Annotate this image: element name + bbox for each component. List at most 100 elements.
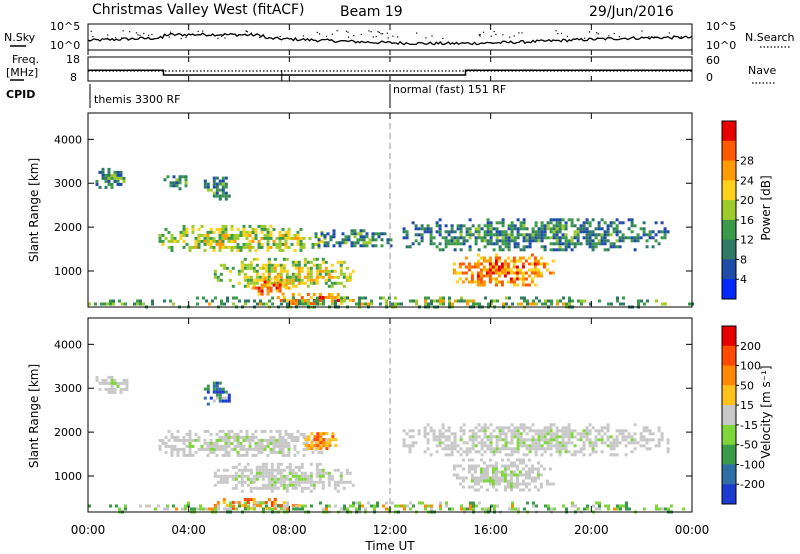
data-cell	[234, 465, 238, 469]
data-cell	[221, 242, 225, 246]
data-cell	[212, 450, 216, 454]
data-cell	[311, 245, 315, 249]
data-cell	[482, 283, 486, 287]
data-cell	[107, 375, 111, 379]
data-cell	[391, 501, 394, 505]
data-cell	[512, 470, 516, 474]
data-cell	[246, 468, 250, 472]
data-cell	[291, 474, 295, 478]
data-cell	[324, 260, 328, 264]
data-cell	[281, 447, 285, 451]
data-cell	[643, 302, 646, 306]
data-cell	[619, 504, 622, 508]
data-cell	[199, 504, 202, 508]
data-cell	[588, 429, 592, 433]
data-cell	[215, 384, 219, 388]
data-cell	[609, 447, 613, 451]
data-cell	[308, 236, 312, 240]
data-cell	[229, 507, 232, 511]
data-cell	[527, 488, 531, 492]
data-cell	[546, 447, 550, 451]
data-cell	[642, 435, 646, 439]
colorbar-swatch	[722, 345, 736, 367]
data-cell	[460, 507, 463, 511]
data-cell	[533, 268, 537, 272]
data-cell	[497, 280, 501, 284]
data-cell	[530, 467, 534, 471]
data-cell	[209, 432, 213, 436]
data-cell	[185, 233, 189, 237]
data-cell	[459, 242, 463, 246]
data-cell	[488, 271, 492, 275]
data-cell	[278, 239, 282, 243]
data-cell	[318, 468, 322, 472]
data-cell	[191, 438, 195, 442]
data-cell	[498, 429, 502, 433]
data-cell	[225, 477, 229, 481]
data-cell	[364, 296, 367, 300]
data-cell	[600, 239, 604, 243]
data-cell	[227, 453, 231, 457]
data-cell	[282, 266, 286, 270]
data-cell	[299, 227, 303, 231]
data-cell	[414, 239, 418, 243]
data-cell	[248, 230, 252, 234]
data-cell	[212, 248, 216, 252]
data-cell	[257, 438, 261, 442]
data-cell	[294, 486, 298, 490]
data-cell	[113, 390, 117, 394]
data-cell	[585, 221, 589, 225]
data-cell	[356, 241, 360, 245]
data-cell	[261, 462, 265, 466]
data-cell	[430, 302, 433, 306]
data-cell	[462, 441, 466, 445]
data-cell	[409, 299, 412, 303]
nsearch-point	[168, 36, 170, 38]
data-cell	[296, 450, 300, 454]
data-cell	[191, 453, 195, 457]
data-cell	[113, 176, 117, 180]
data-cell	[179, 236, 183, 240]
data-cell	[444, 236, 448, 240]
data-cell	[537, 429, 541, 433]
data-cell	[450, 224, 454, 228]
data-cell	[359, 235, 363, 239]
data-cell	[267, 263, 271, 267]
data-cell	[598, 504, 601, 508]
data-cell	[564, 233, 568, 237]
data-cell	[450, 230, 454, 234]
data-cell	[519, 441, 523, 445]
data-cell	[218, 399, 222, 403]
data-cell	[101, 170, 105, 174]
data-cell	[318, 272, 322, 276]
data-cell	[290, 438, 294, 442]
data-cell	[504, 441, 508, 445]
data-cell	[598, 507, 601, 511]
data-cell	[242, 227, 246, 231]
data-cell	[246, 474, 250, 478]
data-cell	[273, 486, 277, 490]
data-cell	[203, 182, 207, 186]
data-cell	[400, 504, 403, 508]
data-cell	[408, 444, 412, 448]
data-cell	[513, 435, 517, 439]
data-cell	[465, 447, 469, 451]
data-cell	[508, 296, 511, 300]
data-cell	[468, 245, 472, 249]
data-cell	[303, 299, 307, 302]
data-cell	[275, 242, 279, 246]
data-cell	[383, 232, 387, 236]
data-cell	[227, 438, 231, 442]
data-cell	[512, 473, 516, 477]
data-cell	[305, 441, 309, 445]
data-cell	[537, 236, 541, 240]
data-cell	[480, 239, 484, 243]
data-cell	[645, 233, 649, 237]
data-cell	[218, 444, 222, 448]
data-cell	[252, 477, 256, 481]
data-cell	[624, 444, 628, 448]
data-cell	[270, 501, 274, 504]
data-cell	[230, 248, 234, 252]
data-cell	[564, 441, 568, 445]
data-cell	[224, 441, 228, 445]
